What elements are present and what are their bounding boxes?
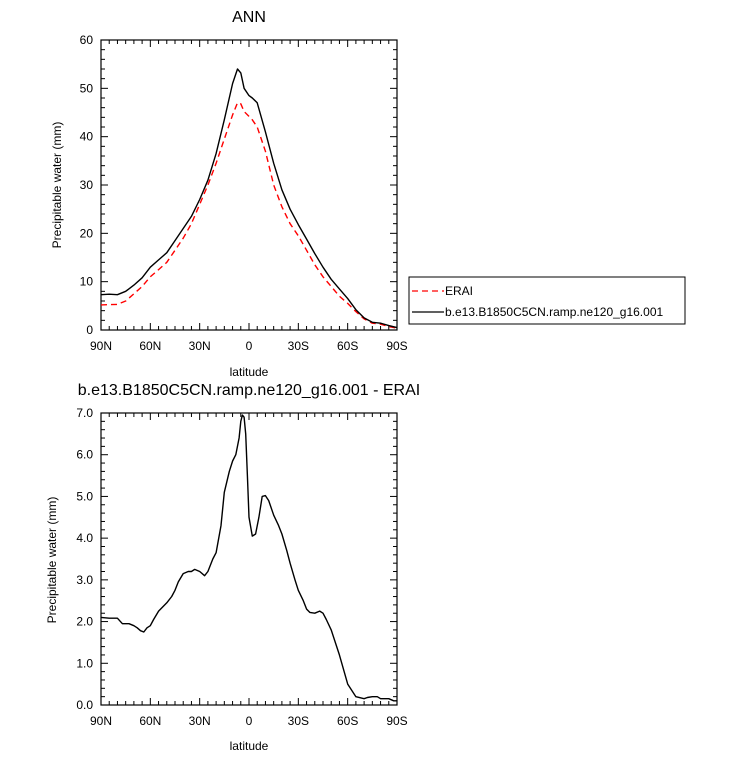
bottom-x-tick-label: 60N (139, 714, 161, 728)
bottom-y-axis-label: Precipitable water (mm) (45, 497, 59, 624)
top-x-tick-label: 0 (246, 339, 253, 353)
top-y-tick-label: 0 (86, 323, 93, 337)
bottom-x-tick-label: 30S (288, 714, 309, 728)
top-x-tick-label: 60S (337, 339, 358, 353)
bottom-y-tick-label: 4.0 (76, 531, 93, 545)
top-chart-title: ANN (232, 9, 266, 26)
bottom-y-tick-label: 6.0 (76, 448, 93, 462)
legend-label-erai: ERAI (445, 284, 473, 298)
bottom-x-axis-label: latitude (230, 739, 269, 753)
bottom-x-tick-label: 0 (246, 714, 253, 728)
bottom-y-tick-label: 3.0 (76, 573, 93, 587)
bottom-y-tick-label: 5.0 (76, 489, 93, 503)
legend-label-model: b.e13.B1850C5CN.ramp.ne120_g16.001 (445, 305, 663, 319)
top-y-tick-label: 20 (80, 226, 94, 240)
bottom-x-tick-label: 30N (189, 714, 211, 728)
top-x-axis-label: latitude (230, 365, 269, 379)
top-x-tick-label: 90S (386, 339, 407, 353)
top-series-line-erai (100, 102, 398, 329)
top-y-tick-label: 10 (80, 275, 94, 289)
top-plot-area: 90N 60N 30N 0 30S 60S 90S 0 10 20 30 40 50 60 (80, 33, 408, 353)
bottom-x-tick-label: 60S (337, 714, 358, 728)
top-x-tick-label: 30N (189, 339, 211, 353)
bottom-plot-area: 90N 60N 30N 0 30S 60S 90S 0.0 1.0 2.0 3.0 4.0 5.0 6.0… (76, 406, 407, 728)
bottom-y-tick-label: 0.0 (76, 698, 93, 712)
bottom-y-tick-label: 1.0 (76, 656, 93, 670)
top-x-tick-label: 90N (90, 339, 112, 353)
top-x-tick-label: 60N (139, 339, 161, 353)
top-y-tick-label: 40 (80, 130, 94, 144)
legend-box (408, 276, 686, 325)
top-y-axis-label: Precipitable water (mm) (50, 122, 64, 249)
bottom-y-tick-label: 2.0 (76, 615, 93, 629)
bottom-frame (100, 412, 398, 706)
bottom-x-tick-label: 90N (90, 714, 112, 728)
top-y-tick-label: 30 (80, 178, 94, 192)
top-panel: ANN 90N 60N 30N 0 30S 60S 90S 0 10 20 30 40 50 60 lat… (50, 9, 408, 379)
bottom-chart-title: b.e13.B1850C5CN.ramp.ne120_g16.001 - ERA… (78, 382, 420, 399)
bottom-x-tick-label: 90S (386, 714, 407, 728)
top-y-tick-label: 60 (80, 33, 94, 47)
top-x-tick-label: 30S (288, 339, 309, 353)
bottom-panel: b.e13.B1850C5CN.ramp.ne120_g16.001 - ERA… (45, 382, 420, 753)
legend: ERAI b.e13.B1850C5CN.ramp.ne120_g16.001 (408, 276, 686, 325)
bottom-y-tick-label: 7.0 (76, 406, 93, 420)
top-series-line-b-e13-b1850c5cn-ramp-ne120-g16-001 (100, 68, 398, 329)
bottom-series-line-0 (100, 414, 397, 702)
top-frame (100, 39, 398, 331)
top-y-tick-label: 50 (80, 81, 94, 95)
